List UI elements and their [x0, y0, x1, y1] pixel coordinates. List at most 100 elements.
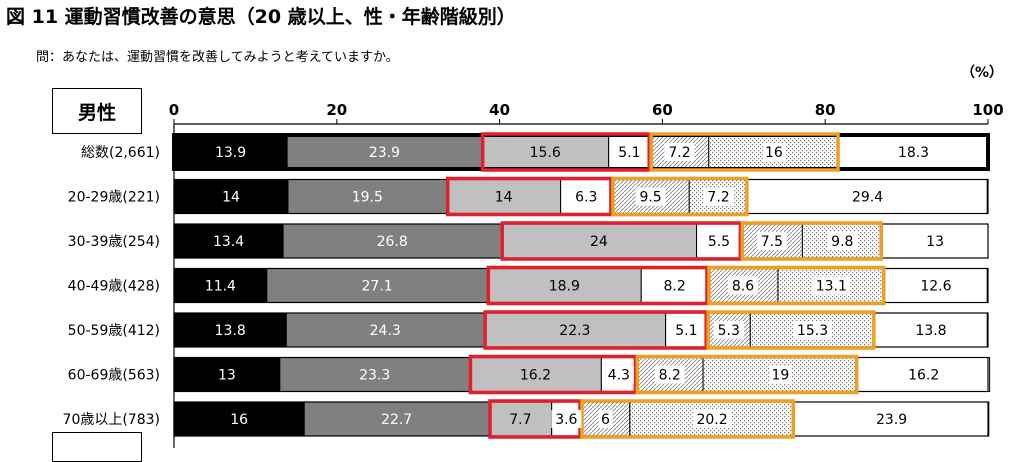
- data-label: 26.8: [377, 234, 408, 250]
- data-label-bg: [614, 143, 645, 161]
- data-label: 23.9: [369, 145, 400, 161]
- bar-segment: [173, 134, 288, 170]
- highlight-orange: [580, 399, 796, 439]
- data-label: 13.8: [915, 323, 946, 339]
- bar-segment: [838, 134, 989, 170]
- data-label-bg: [827, 232, 858, 250]
- category-label: 40-49歳(428): [68, 279, 160, 295]
- bar-segment: [483, 312, 667, 348]
- data-label: 7.2: [668, 145, 690, 161]
- data-label: 7.2: [707, 190, 729, 206]
- question-text: 問：あなたは、運動習慣を改善してみようと考えていますか。: [36, 50, 399, 65]
- data-label: 5.1: [675, 323, 697, 339]
- data-label-bg: [598, 410, 613, 428]
- data-label-bg: [727, 276, 758, 295]
- bar-segment: [287, 179, 448, 214]
- highlight-red: [468, 354, 638, 395]
- data-label: 16: [230, 412, 248, 428]
- data-label: 4.3: [608, 368, 630, 384]
- data-label: 3.6: [555, 412, 577, 428]
- data-label: 5.5: [708, 234, 730, 250]
- highlight-orange: [611, 176, 749, 217]
- x-tick-label: 100: [972, 101, 1003, 119]
- bar-segment: [481, 134, 610, 170]
- data-label: 8.6: [732, 279, 754, 295]
- data-label-bg: [756, 232, 787, 250]
- bar-segment: [286, 134, 483, 170]
- data-label-bg: [703, 232, 734, 250]
- data-label: 13.4: [213, 234, 244, 250]
- category-label: 30-39歳(254): [68, 234, 160, 250]
- data-label: 20.2: [696, 412, 727, 428]
- highlight-red: [483, 310, 708, 350]
- data-label: 13.8: [215, 323, 246, 339]
- unit-label: （%）: [960, 65, 1003, 81]
- data-label-bg: [762, 143, 785, 161]
- x-tick-label: 80: [815, 101, 836, 119]
- data-label: 13: [926, 234, 944, 250]
- highlight-red: [445, 176, 613, 217]
- bar-segment: [266, 268, 488, 303]
- data-label: 13: [218, 368, 236, 384]
- bar-segment: [486, 268, 642, 303]
- data-label-bg: [603, 365, 634, 384]
- data-label-bg: [654, 365, 685, 384]
- data-label-bg: [793, 321, 832, 339]
- bar-segment: [500, 223, 698, 259]
- category-label: 60-69歳(563): [68, 368, 160, 384]
- data-label: 16.2: [520, 368, 551, 384]
- data-label: 18.9: [549, 279, 580, 295]
- data-label: 9.8: [831, 234, 853, 250]
- highlight-orange: [649, 132, 840, 172]
- data-label: 18.3: [898, 145, 929, 161]
- data-label: 15.6: [530, 145, 561, 161]
- data-label-bg: [703, 187, 734, 206]
- data-label: 16.2: [908, 368, 939, 384]
- data-label: 11.4: [205, 279, 236, 295]
- highlight-red: [486, 265, 709, 306]
- data-label-bg: [659, 276, 690, 295]
- bar-segment: [881, 223, 989, 259]
- data-label: 29.4: [852, 190, 883, 206]
- x-tick-label: 20: [326, 101, 347, 119]
- highlight-orange: [706, 310, 876, 350]
- data-label: 6.3: [575, 190, 597, 206]
- highlight-red: [500, 221, 743, 261]
- data-label-bg: [664, 143, 695, 161]
- data-label: 13.9: [215, 145, 246, 161]
- highlight-orange: [740, 221, 883, 261]
- data-label: 7.5: [761, 234, 783, 250]
- data-label: 23.3: [359, 368, 390, 384]
- category-label: 70歳以上(783): [63, 412, 160, 428]
- data-label-bg: [769, 365, 792, 384]
- category-label: 総数(2,661): [81, 145, 160, 161]
- x-tick-label: 40: [489, 101, 510, 119]
- bar-segment: [446, 179, 562, 214]
- data-label: 15.3: [797, 323, 828, 339]
- x-tick-label: 60: [652, 101, 673, 119]
- category-label: 20-29歳(221): [68, 190, 160, 206]
- bar-segment: [173, 179, 289, 214]
- data-label: 8.2: [659, 368, 681, 384]
- data-label-bg: [713, 321, 744, 339]
- highlight-orange: [635, 354, 859, 395]
- data-label-bg: [693, 410, 732, 428]
- data-label-bg: [551, 410, 582, 428]
- bar-segment: [303, 401, 490, 437]
- data-label: 14: [495, 190, 513, 206]
- bar-segment: [173, 223, 284, 259]
- highlight-red: [480, 132, 651, 172]
- data-label: 27.1: [362, 279, 393, 295]
- data-label: 19: [772, 368, 790, 384]
- data-label-bg: [571, 187, 602, 206]
- data-label: 5.1: [618, 145, 640, 161]
- data-label-bg: [812, 276, 851, 295]
- bar-segment: [468, 357, 602, 392]
- data-label: 22.3: [559, 323, 590, 339]
- data-label-bg: [671, 321, 702, 339]
- data-label-bg: [635, 187, 666, 206]
- data-label: 13.1: [816, 279, 847, 295]
- data-label: 14: [222, 190, 240, 206]
- group-label-male: 男性: [52, 88, 142, 134]
- bar-segment: [857, 357, 991, 392]
